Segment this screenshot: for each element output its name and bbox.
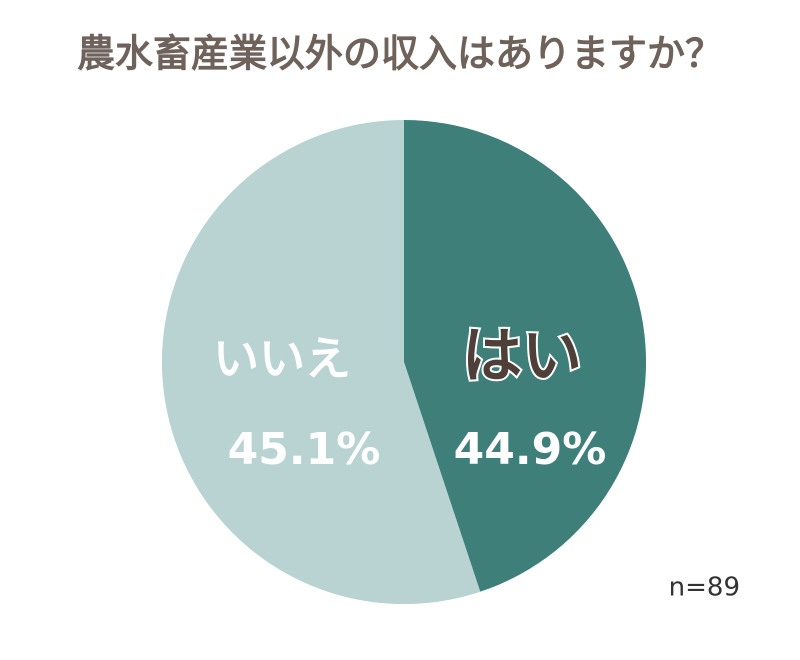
chart-title: 農水畜産業以外の収入はありますか？ — [77, 32, 723, 76]
value-label: 44.9% — [454, 424, 607, 475]
slices — [161, 120, 646, 604]
pie-slice — [161, 166, 481, 604]
value-label: 45.1% — [228, 424, 381, 475]
sample-size: n=89 — [669, 573, 740, 603]
pie-slice — [404, 120, 646, 592]
slice-label: いいえ — [213, 332, 351, 386]
slice-label: はい — [462, 322, 582, 392]
